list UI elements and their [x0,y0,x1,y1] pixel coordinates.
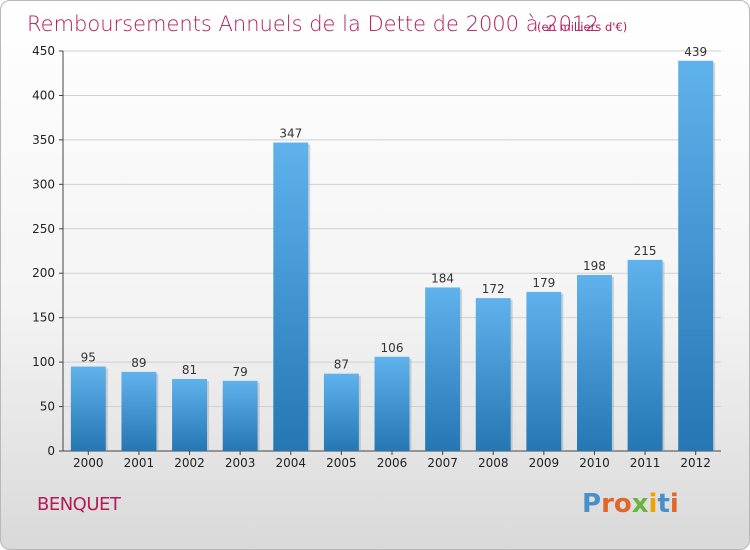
bar-2012 [678,60,714,452]
data-label: 95 [81,351,96,365]
x-tick-label: 2011 [630,456,661,470]
logo-letter: i [648,489,658,519]
data-label: 198 [583,259,606,273]
x-tick-label: 2010 [579,456,610,470]
y-tick-label: 100 [32,355,55,369]
y-tick-label: 50 [40,400,55,414]
x-tick-label: 2005 [326,456,357,470]
data-label: 87 [334,358,349,372]
y-tick-label: 300 [32,177,55,191]
bar-2008 [475,298,511,451]
y-tick-label: 200 [32,266,55,280]
x-tick-label: 2002 [174,456,205,470]
bar-2010 [576,275,612,451]
y-tick-label: 250 [32,222,55,236]
data-label: 106 [381,341,404,355]
logo-letter: i [669,489,679,519]
bar-2001 [121,371,157,451]
labels: 0 50 100 150 200 250 300 350 400 450 2000 95 2001 89 2… [32,44,711,470]
data-label: 347 [279,127,302,141]
y-tick-label: 0 [47,444,55,458]
bars [70,60,716,452]
grid-lines [63,50,721,408]
x-tick-label: 2003 [225,456,256,470]
bar-2007 [425,287,461,451]
data-label: 184 [431,271,454,285]
x-tick-label: 2008 [478,456,509,470]
x-tick-label: 2004 [275,456,306,470]
logo-letter: r [601,489,614,519]
logo-letter: P [582,489,602,519]
data-label: 89 [131,356,146,370]
data-label: 172 [482,282,505,296]
data-label: 215 [634,244,657,258]
bar-2004 [273,142,309,452]
y-tick-label: 450 [32,44,55,58]
y-tick-label: 350 [32,133,55,147]
data-label: 439 [684,45,707,59]
x-tick-label: 2007 [427,456,458,470]
bar-2006 [374,356,410,451]
proxiti-logo: Proxiti [582,489,679,519]
x-tick-label: 2000 [73,456,104,470]
x-tick-label: 2009 [529,456,560,470]
commune-name: BENQUET [37,494,121,515]
data-label: 79 [233,365,248,379]
bar-2005 [323,373,359,451]
chart-subtitle: (en milliers d'€) [537,20,627,34]
data-label: 179 [532,276,555,290]
bar-2000 [70,366,106,451]
x-tick-label: 2006 [377,456,408,470]
chart-title: Remboursements Annuels de la Dette de 20… [27,12,599,36]
data-label: 81 [182,363,197,377]
y-tick-label: 150 [32,311,55,325]
logo-letter: o [613,489,632,519]
bar-2009 [526,291,562,451]
bar-2011 [627,259,663,451]
logo-letter: x [631,489,649,519]
x-tick-label: 2001 [124,456,155,470]
logo-letter: t [657,489,670,519]
bar-2003 [222,380,258,451]
bar-2002 [172,379,208,451]
y-tick-label: 400 [32,88,55,102]
x-tick-label: 2012 [680,456,711,470]
